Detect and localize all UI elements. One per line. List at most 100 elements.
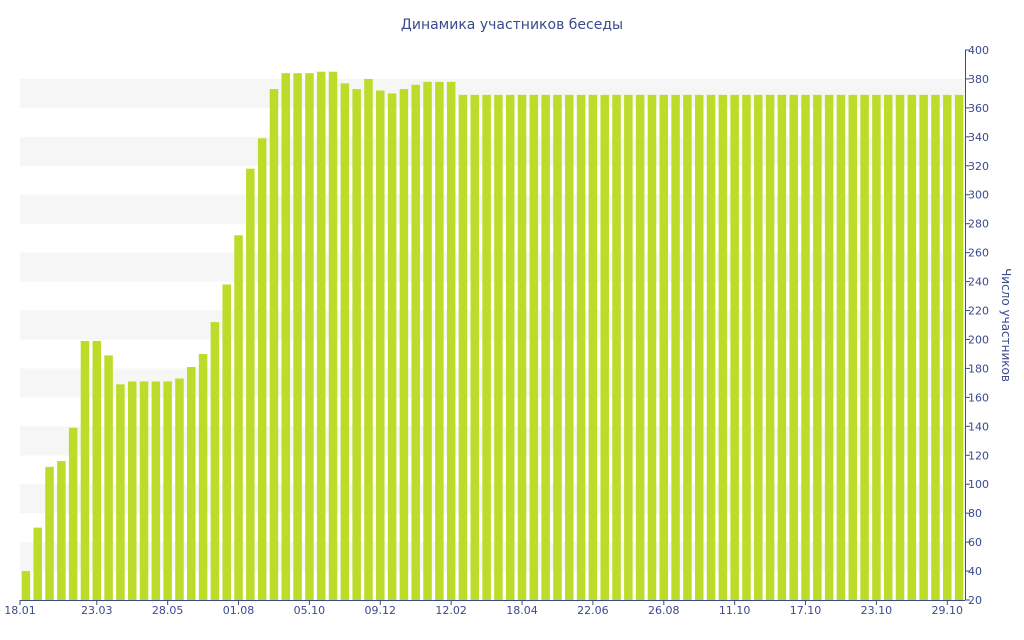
grid-band: [20, 253, 965, 282]
bar: [104, 355, 113, 600]
y-tick-label: 80: [968, 507, 982, 520]
bar: [128, 381, 137, 600]
bar: [671, 95, 680, 600]
x-tick-label: 18.04: [506, 604, 538, 617]
bar: [612, 95, 621, 600]
y-axis-ticks: 20 40 60 80 100 120 140 160 180 200 220 240 260 280 30…: [965, 44, 989, 607]
grid-bands: [20, 79, 965, 571]
bar: [695, 95, 704, 600]
x-tick-label: 26.08: [648, 604, 680, 617]
bar: [22, 571, 31, 600]
bar: [494, 95, 503, 600]
bar: [742, 95, 751, 600]
bar: [305, 73, 314, 600]
chart-title: Динамика участников беседы: [401, 17, 623, 33]
bar: [860, 95, 869, 600]
bar: [530, 95, 539, 600]
y-tick-label: 140: [968, 420, 989, 433]
x-tick-label: 18.01: [4, 604, 36, 617]
bar: [754, 95, 763, 600]
grid-band: [20, 484, 965, 513]
bar: [518, 95, 527, 600]
bar: [81, 341, 90, 600]
bar: [636, 95, 645, 600]
bar: [364, 79, 373, 600]
y-tick-label: 380: [968, 73, 989, 86]
x-tick-label: 23.10: [861, 604, 893, 617]
y-tick-label: 280: [968, 218, 989, 231]
grid-band: [20, 542, 965, 571]
bar: [506, 95, 515, 600]
y-tick-label: 240: [968, 276, 989, 289]
bar: [955, 95, 964, 600]
bar: [648, 95, 657, 600]
bar: [908, 95, 917, 600]
bar: [600, 95, 609, 600]
bar: [376, 91, 385, 600]
bar: [837, 95, 846, 600]
bar: [577, 95, 586, 600]
bar: [163, 381, 172, 600]
bar: [246, 169, 255, 600]
y-tick-label: 100: [968, 478, 989, 491]
bar: [329, 72, 338, 600]
bar: [222, 284, 231, 600]
x-tick-label: 29.10: [932, 604, 964, 617]
x-tick-label: 23.03: [81, 604, 113, 617]
y-tick-label: 300: [968, 189, 989, 202]
bar: [553, 95, 562, 600]
bar: [943, 95, 952, 600]
y-tick-label: 320: [968, 160, 989, 173]
bar: [565, 95, 574, 600]
bar: [258, 138, 267, 600]
bar: [411, 85, 420, 600]
y-tick-label: 400: [968, 44, 989, 57]
y-tick-label: 120: [968, 449, 989, 462]
bar: [175, 379, 184, 600]
bar: [459, 95, 468, 600]
bar: [400, 89, 409, 600]
bar: [766, 95, 775, 600]
bar: [199, 354, 208, 600]
bar: [884, 95, 893, 600]
bar: [931, 95, 940, 600]
bar: [482, 95, 491, 600]
bar: [282, 73, 291, 600]
bar: [341, 83, 350, 600]
bar: [33, 528, 42, 600]
bar: [589, 95, 598, 600]
x-tick-label: 22.06: [577, 604, 609, 617]
bar: [789, 95, 798, 600]
y-tick-label: 20: [968, 594, 982, 607]
y-tick-label: 180: [968, 362, 989, 375]
grid-band: [20, 311, 965, 340]
bar: [541, 95, 550, 600]
x-tick-label: 05.10: [294, 604, 326, 617]
bar: [45, 467, 54, 600]
x-tick-label: 28.05: [152, 604, 184, 617]
bar: [447, 82, 456, 600]
x-axis-ticks: 18.01 23.03 28.05 01.08 05.10 09.12 12.02 18.04…: [4, 600, 963, 617]
grid-band: [20, 426, 965, 455]
y-tick-label: 160: [968, 391, 989, 404]
bar: [270, 89, 279, 600]
bar: [388, 93, 397, 600]
bar: [69, 428, 78, 600]
bar: [93, 341, 102, 600]
bar: [211, 322, 220, 600]
y-tick-label: 60: [968, 536, 982, 549]
y-tick-label: 220: [968, 305, 989, 318]
bar: [152, 381, 161, 600]
bar: [317, 72, 326, 600]
bar: [624, 95, 633, 600]
bar: [683, 95, 692, 600]
bar: [896, 95, 905, 600]
bar: [57, 461, 66, 600]
x-tick-label: 09.12: [365, 604, 397, 617]
bar: [919, 95, 928, 600]
bar: [849, 95, 858, 600]
bar: [801, 95, 810, 600]
bar: [825, 95, 834, 600]
bar: [707, 95, 716, 600]
